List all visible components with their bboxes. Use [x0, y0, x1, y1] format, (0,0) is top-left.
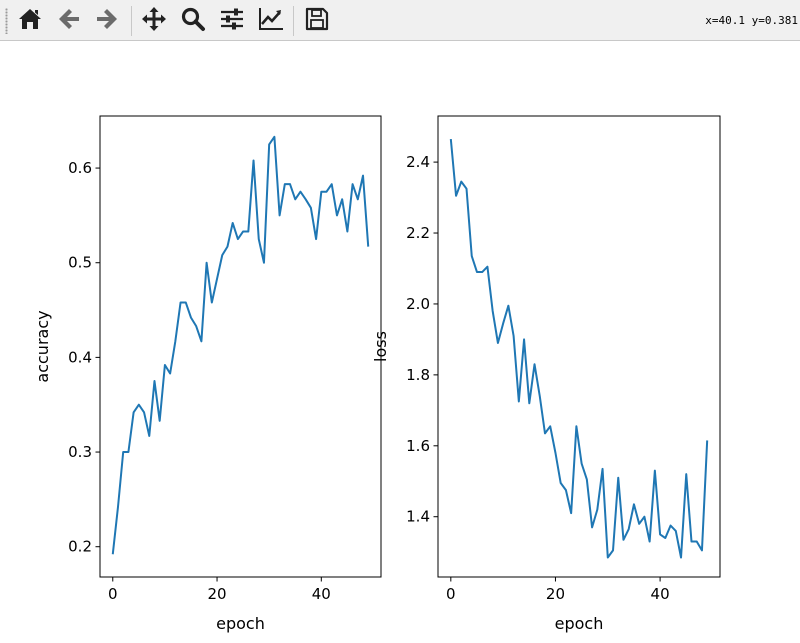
accuracy-subplot: 0 20 40 0.2 0.3 0.4 0.5 0.6 epoch accuracy: [33, 115, 382, 633]
axes-frame: [99, 115, 382, 578]
y-tick-label: 2.4: [406, 153, 430, 171]
x-tick-label: 40: [651, 585, 670, 603]
y-tick-label: 0.3: [68, 443, 92, 461]
save-button[interactable]: [302, 6, 332, 36]
loss-series-line: [449, 138, 709, 559]
navigation-toolbar: x=40.1 y=0.381: [0, 0, 800, 41]
y-tick-label: 0.5: [68, 254, 92, 272]
x-tick-label: 20: [546, 585, 565, 603]
toolbar-separator: [293, 6, 294, 36]
x-tick-label: 0: [108, 585, 118, 603]
home-icon: [17, 6, 43, 36]
x-tick-label: 40: [312, 585, 331, 603]
figure-canvas[interactable]: 0 20 40 0.2 0.3 0.4 0.5 0.6 epoch accuracy 0 20 40 1…: [0, 41, 800, 643]
y-axis-label: accuracy: [33, 310, 52, 382]
back-arrow-icon: [56, 6, 82, 36]
customize-button[interactable]: [256, 6, 286, 36]
cursor-coordinates: x=40.1 y=0.381: [705, 14, 798, 27]
axes-frame: [437, 115, 721, 578]
x-axis-label: epoch: [216, 614, 265, 633]
y-tick-label: 0.4: [68, 348, 92, 366]
home-button[interactable]: [15, 6, 45, 36]
save-floppy-icon: [304, 6, 330, 36]
toolbar-grip[interactable]: [5, 8, 8, 34]
zoom-magnifier-icon: [180, 6, 206, 36]
toolbar-separator: [131, 6, 132, 36]
pan-button[interactable]: [139, 6, 169, 36]
y-tick-label: 1.4: [406, 508, 430, 526]
y-tick-label: 2.0: [406, 295, 430, 313]
subplots-button[interactable]: [217, 6, 247, 36]
y-tick-label: 1.6: [406, 437, 430, 455]
y-axis-label: loss: [371, 331, 390, 362]
x-tick-label: 20: [207, 585, 226, 603]
y-tick-label: 0.2: [68, 538, 92, 556]
subplots-sliders-icon: [219, 6, 245, 36]
pan-move-icon: [141, 6, 167, 36]
zoom-button[interactable]: [178, 6, 208, 36]
x-tick-label: 0: [446, 585, 456, 603]
x-axis-label: epoch: [555, 614, 604, 633]
accuracy-series-line: [111, 135, 370, 555]
y-tick-label: 2.2: [406, 224, 430, 242]
loss-subplot: 0 20 40 1.4 1.6 1.8 2.0 2.2 2.4 epoch loss: [371, 115, 721, 633]
edit-axes-icon: [258, 6, 284, 36]
forward-button[interactable]: [92, 6, 122, 36]
forward-arrow-icon: [94, 6, 120, 36]
y-tick-label: 0.6: [68, 159, 92, 177]
y-tick-label: 1.8: [406, 366, 430, 384]
back-button[interactable]: [54, 6, 84, 36]
